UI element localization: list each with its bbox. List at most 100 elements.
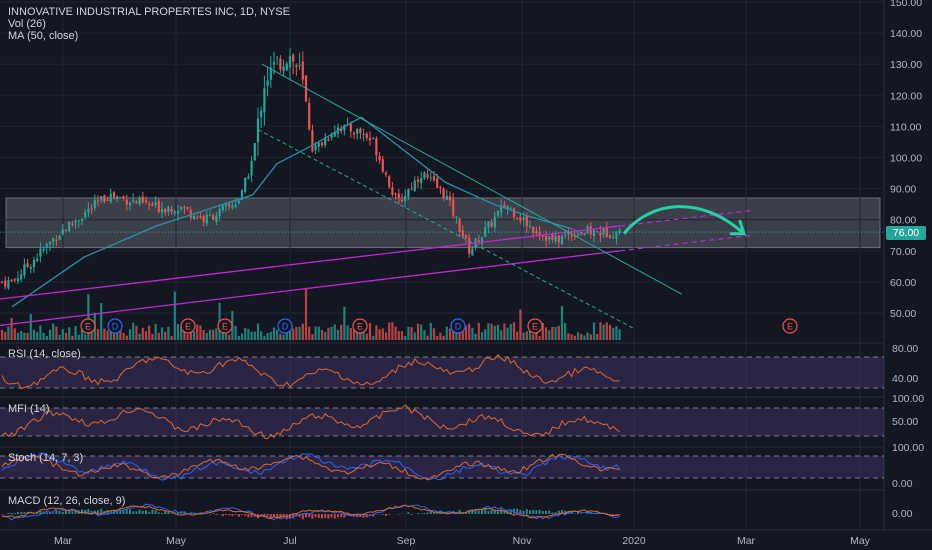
macd-histogram-bar [525, 509, 528, 514]
candle-body [320, 142, 324, 146]
macd-histogram-bar [340, 514, 343, 518]
candle-body [16, 278, 20, 282]
event-marker-circle [450, 318, 466, 334]
macd-histogram-bar [269, 514, 272, 519]
time-axis-label: 2020 [622, 535, 646, 547]
volume-bar [282, 334, 285, 340]
event-marker-earnings[interactable]: E [527, 318, 543, 334]
volume-bar [432, 328, 436, 340]
macd-histogram-bar [609, 514, 611, 516]
candle-body [106, 199, 109, 201]
candle-body [429, 177, 432, 179]
volume-bar [512, 322, 516, 340]
candle-body [618, 229, 621, 233]
macd-histogram-bar [228, 514, 231, 516]
mfi-label: MFI (14) [8, 403, 50, 415]
macd-histogram-bar [407, 512, 410, 514]
candle-body [26, 263, 29, 267]
candle-body [282, 66, 285, 72]
macd-histogram-bar [343, 514, 346, 518]
event-marker-dividend[interactable]: D [450, 318, 466, 334]
macd-histogram-bar [225, 514, 227, 516]
candle-body [183, 207, 186, 209]
macd-histogram-bar [564, 510, 567, 514]
volume-bar [160, 327, 164, 340]
volume-bar [573, 335, 576, 340]
volume-bar [464, 325, 468, 340]
mfi-axis-label: 100.00 [892, 393, 924, 405]
volume-bar [55, 326, 58, 340]
candle-body [423, 172, 426, 179]
macd-histogram-bar [161, 513, 163, 514]
macd-histogram-bar [7, 512, 10, 514]
macd-histogram-bar [468, 510, 471, 514]
candle-body [519, 217, 522, 221]
candle-body [471, 248, 474, 256]
candle-body [381, 159, 384, 172]
volume-bar [461, 324, 464, 340]
candle-body [327, 139, 330, 141]
volume-bar [583, 335, 586, 340]
event-marker-earnings[interactable]: E [180, 318, 196, 334]
candle-body [317, 142, 320, 147]
macd-histogram-bar [276, 514, 279, 518]
candle-body [237, 200, 240, 204]
volume-bar [7, 326, 10, 340]
volume-bar [215, 328, 218, 340]
volume-bar [375, 325, 378, 340]
candle-body [64, 229, 68, 231]
candle-body [269, 67, 272, 80]
event-marker-dividend[interactable]: D [107, 318, 123, 334]
macd-histogram-bar [535, 510, 538, 514]
candle-body [426, 174, 429, 178]
event-marker-earnings[interactable]: E [352, 318, 368, 334]
macd-histogram-bar [55, 510, 58, 514]
candle-body [93, 199, 96, 209]
volume-bar [205, 332, 208, 340]
event-marker-letter: E [185, 322, 191, 332]
stoch-band [0, 456, 884, 478]
macd-histogram-bar [23, 511, 26, 514]
macd-histogram-bar [484, 508, 487, 514]
volume-bar [48, 329, 52, 340]
macd-histogram-bar [561, 510, 563, 514]
candle-body [340, 128, 343, 132]
volume-bar [196, 324, 199, 340]
candle-body [42, 248, 45, 251]
volume-bar [84, 334, 87, 340]
macd-histogram-bar [49, 512, 51, 514]
macd-histogram-bar [356, 514, 359, 517]
volume-bar [615, 326, 618, 340]
candle-body [538, 232, 541, 236]
price-axis-label: 100.00 [890, 153, 922, 165]
volume-bar [391, 322, 394, 340]
candle-body [394, 193, 397, 195]
candle-body [48, 241, 52, 245]
volume-bar [365, 333, 368, 340]
volume-bar [394, 326, 397, 340]
volume-bar [404, 335, 407, 340]
price-axis-label: 120.00 [890, 90, 922, 102]
volume-bar [599, 322, 602, 340]
ma-line [11, 116, 573, 308]
candle-body [148, 203, 151, 205]
candle-body [368, 137, 372, 141]
event-marker-earnings[interactable]: E [217, 318, 233, 334]
volume-bar [471, 327, 474, 340]
event-marker-dividend[interactable]: D [277, 318, 293, 334]
volume-bar [266, 333, 269, 340]
time-axis-label: Mar [737, 535, 756, 547]
macd-histogram-bar [429, 511, 432, 514]
volume-bar [148, 325, 151, 340]
event-marker-earnings[interactable]: E [782, 318, 798, 334]
macd-histogram-bar [116, 510, 119, 514]
macd-histogram-bar [237, 514, 240, 517]
volume-bar [212, 329, 215, 340]
volume-bar [173, 291, 176, 340]
candle-body [23, 264, 26, 276]
volume-bar [119, 325, 122, 340]
event-marker-earnings[interactable]: E [80, 318, 96, 334]
volume-bar [125, 335, 128, 340]
volume-bar [612, 327, 615, 340]
